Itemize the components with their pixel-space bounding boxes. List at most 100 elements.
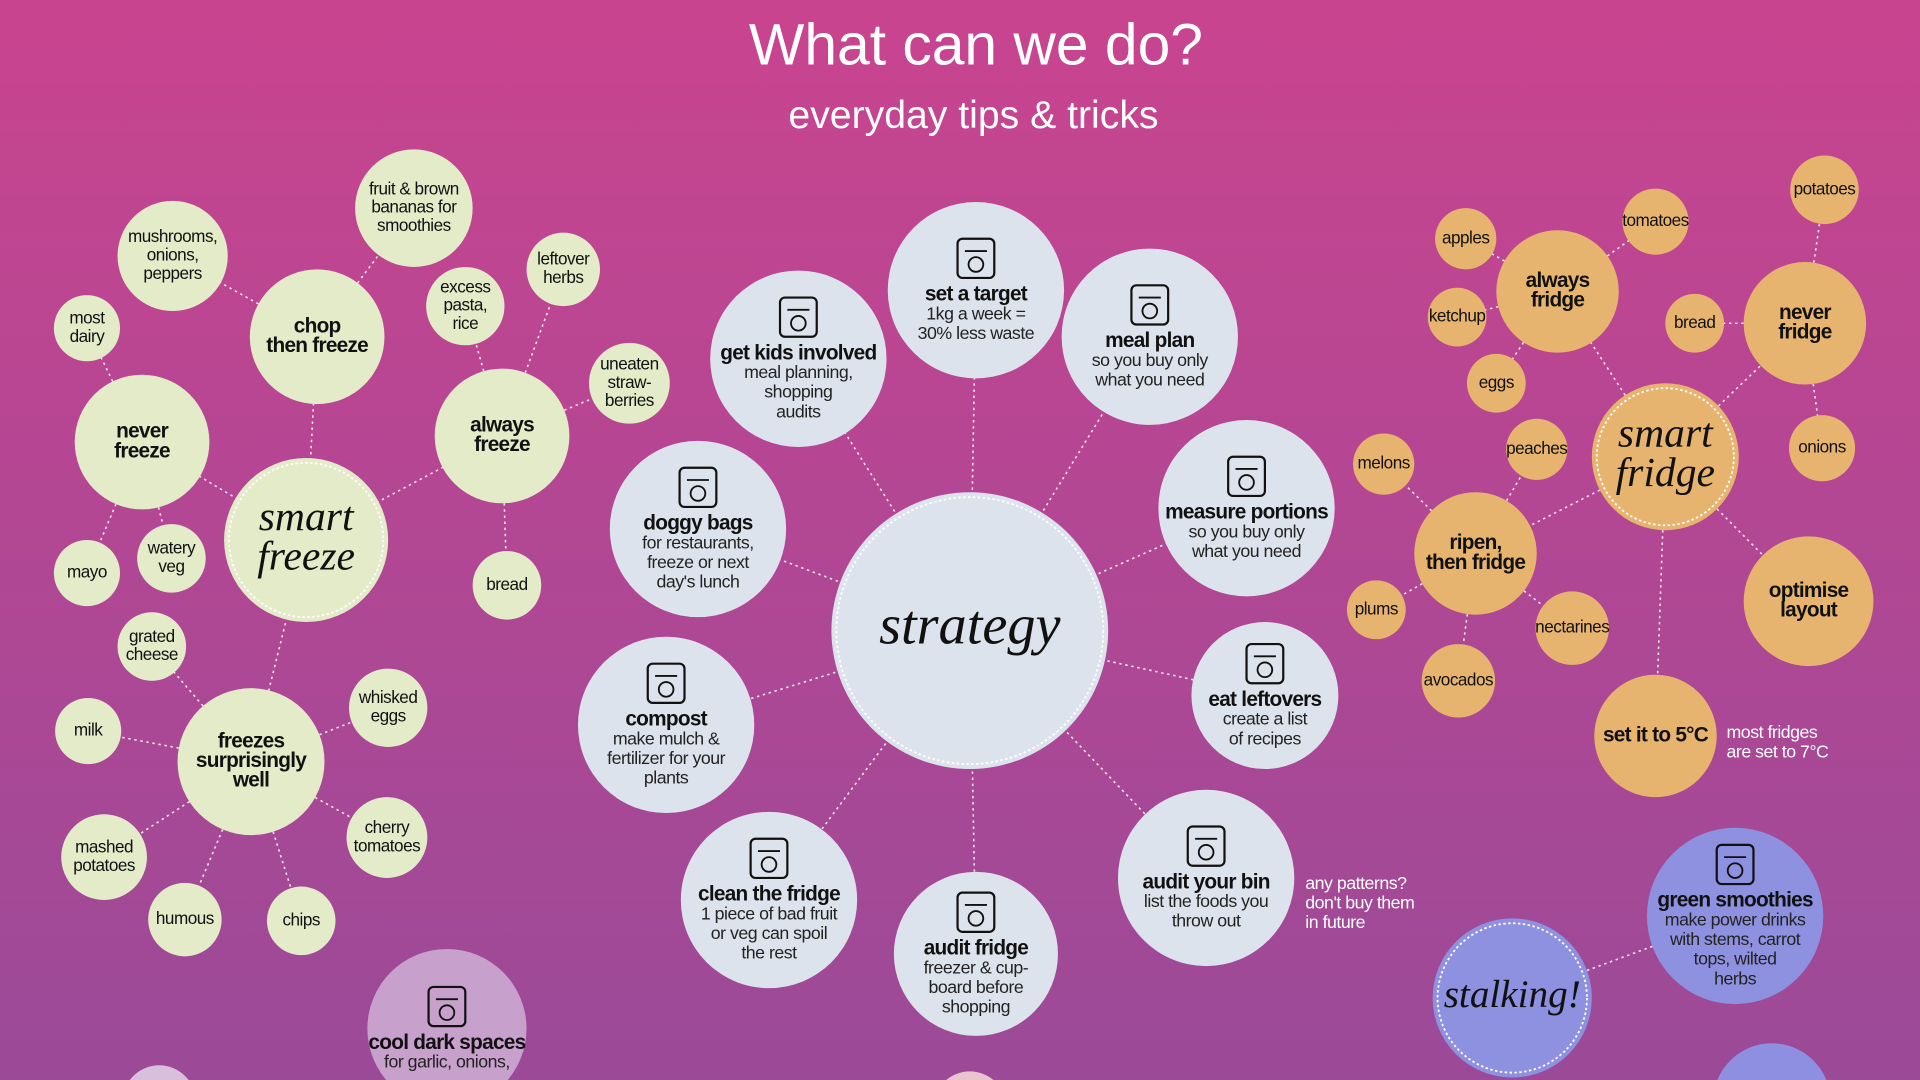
connector bbox=[103, 760, 252, 858]
bubble-circle bbox=[355, 149, 473, 267]
bubble-detail: audits bbox=[776, 401, 821, 421]
bubble-circle bbox=[426, 266, 505, 346]
bubble-detail: create a list bbox=[1223, 709, 1308, 729]
bubble-label: onions, bbox=[147, 244, 199, 264]
icon bbox=[1715, 843, 1755, 886]
bubble-label: measure portions bbox=[1165, 501, 1328, 524]
hub-label: smart bbox=[1618, 411, 1714, 457]
bubble-label: doggy bags bbox=[643, 512, 753, 535]
bubble: mayo bbox=[53, 540, 121, 607]
icon bbox=[1130, 284, 1170, 326]
bubble-label: whisked bbox=[358, 687, 417, 707]
icon bbox=[967, 910, 985, 927]
bubble-detail: shopping bbox=[764, 382, 832, 402]
bubble-circle bbox=[680, 811, 858, 989]
bubble: melons bbox=[1353, 433, 1415, 495]
bubble-circle bbox=[1117, 789, 1295, 967]
bubble: nectarines bbox=[1535, 591, 1610, 665]
title: What can we do? bbox=[749, 13, 1203, 78]
bubble-detail: board before bbox=[929, 977, 1024, 997]
bubble-detail: what you need bbox=[1094, 370, 1204, 390]
bubble-circle bbox=[1191, 622, 1339, 769]
bubble-circle bbox=[1646, 827, 1824, 1005]
bubble: set it to 5°C bbox=[1594, 674, 1717, 798]
bubble-circle bbox=[1790, 155, 1859, 225]
bubble-circle bbox=[1788, 415, 1856, 482]
bubble-label: well bbox=[232, 769, 269, 792]
bubble: avocados bbox=[1421, 644, 1496, 718]
bubble-detail: 30% less waste bbox=[918, 323, 1035, 343]
bubble-circle bbox=[53, 295, 121, 362]
bubble-circle bbox=[1435, 208, 1497, 270]
bubble: ketchup bbox=[1427, 287, 1487, 347]
bubble-circle bbox=[117, 200, 228, 312]
icon bbox=[1141, 302, 1159, 320]
bubble-detail: for restaurants, bbox=[642, 532, 754, 552]
icon bbox=[1197, 843, 1215, 861]
bubble-label: meal plan bbox=[1105, 329, 1194, 352]
decor bbox=[129, 1043, 1827, 1080]
bubble-label: optimise bbox=[1769, 579, 1849, 602]
bubble-label: eggs bbox=[1479, 372, 1514, 392]
bubble-label: cherry bbox=[365, 817, 411, 837]
bubble-circle bbox=[1743, 536, 1874, 667]
bubble-label: ketchup bbox=[1429, 306, 1486, 326]
bubble-detail: throw out bbox=[1172, 911, 1241, 931]
bubble-label: veg bbox=[158, 556, 184, 576]
note: most fridges bbox=[1727, 722, 1818, 742]
bubble-label: surprisingly bbox=[196, 749, 307, 772]
note: any patterns? bbox=[1305, 873, 1407, 893]
bubble: onions bbox=[1788, 415, 1856, 482]
bubble-label: mashed bbox=[75, 836, 133, 856]
bubble-label: cool dark spaces bbox=[368, 1031, 525, 1054]
bubble-label: bread bbox=[486, 574, 527, 594]
bubble-circle bbox=[1158, 420, 1335, 597]
connector bbox=[1475, 456, 1666, 555]
bubble-label: eggs bbox=[371, 705, 406, 725]
bubble-circle bbox=[526, 232, 600, 307]
icon bbox=[678, 466, 718, 509]
icon bbox=[1245, 642, 1285, 685]
bubble-detail: or veg can spoil bbox=[711, 923, 827, 943]
bubble-circle bbox=[346, 797, 428, 878]
bubble-label: tomatoes bbox=[1622, 210, 1689, 230]
bubble-label: always bbox=[470, 414, 534, 437]
note: in future bbox=[1305, 912, 1365, 932]
bubble-label: rice bbox=[452, 313, 478, 333]
bubble-circle bbox=[472, 551, 542, 620]
icon bbox=[778, 296, 818, 338]
bubble-label: then freeze bbox=[266, 334, 368, 357]
bubble-circle bbox=[1061, 248, 1238, 425]
icon bbox=[438, 1004, 456, 1021]
bubble-detail: plants bbox=[644, 767, 689, 787]
icon bbox=[1227, 455, 1266, 498]
bubble-circle bbox=[137, 524, 206, 593]
bubble-circle bbox=[1421, 644, 1496, 718]
bubble-detail: make power drinks bbox=[1665, 910, 1806, 930]
bubble-detail: 1 piece of bad fruit bbox=[701, 903, 838, 923]
bubble-label: onions bbox=[1798, 437, 1846, 457]
note: don't buy them bbox=[1305, 892, 1414, 912]
hub-label: fridge bbox=[1616, 450, 1715, 496]
bubble-detail: list the foods you bbox=[1144, 891, 1268, 911]
bubble: potatoes bbox=[1790, 155, 1859, 225]
bubble-label: get kids involved bbox=[720, 341, 876, 364]
